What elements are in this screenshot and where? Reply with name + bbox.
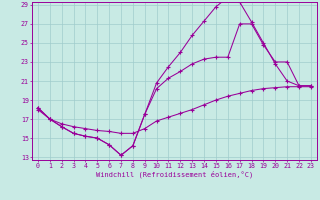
X-axis label: Windchill (Refroidissement éolien,°C): Windchill (Refroidissement éolien,°C) [96, 171, 253, 178]
